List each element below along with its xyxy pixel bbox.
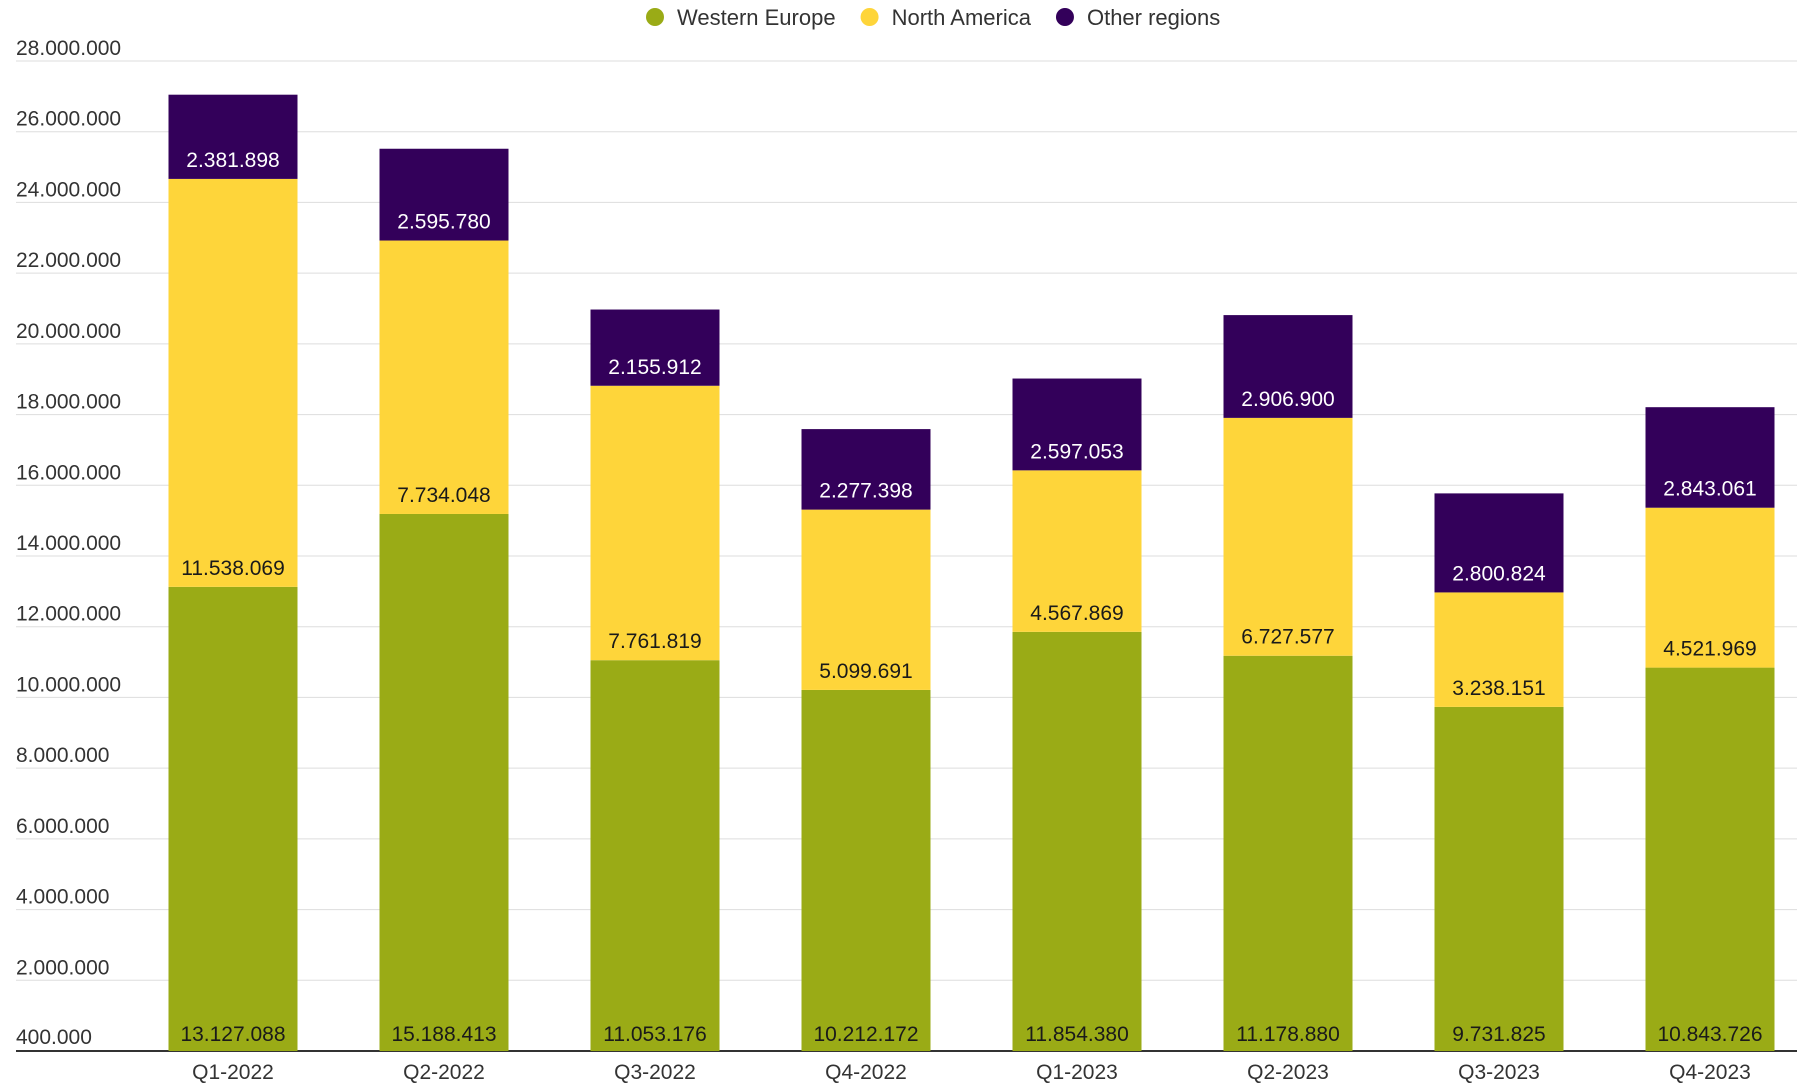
y-tick-label: 400.000 (16, 1026, 92, 1049)
legend-label: Western Europe (677, 5, 836, 30)
bar-north-america (379, 240, 509, 514)
y-tick-label: 28.000.000 (16, 37, 121, 60)
data-label: 2.381.898 (186, 149, 279, 172)
bar-north-america (1434, 592, 1564, 707)
data-label: 3.238.151 (1452, 677, 1545, 700)
bar-north-america (1645, 507, 1775, 668)
data-label: 2.155.912 (608, 356, 701, 379)
data-label: 13.127.088 (180, 1023, 285, 1046)
y-tick-label: 26.000.000 (16, 108, 121, 131)
data-label: 2.843.061 (1663, 478, 1756, 501)
bar-other-regions (168, 94, 298, 179)
x-tick-label: Q1-2023 (1036, 1061, 1118, 1084)
data-label: 2.597.053 (1030, 440, 1123, 463)
x-axis-ticks: Q1-2022 Q2-2022 Q3-2022 Q4-2022 Q1-2023 Q2-20… (192, 1061, 1751, 1084)
data-label: 11.178.880 (1236, 1023, 1340, 1046)
bar-western-europe (1012, 631, 1142, 1051)
data-label: 5.099.691 (819, 660, 912, 683)
x-tick-label: Q2-2023 (1247, 1061, 1329, 1084)
data-label: 4.567.869 (1030, 602, 1123, 625)
y-tick-label: 8.000.000 (16, 744, 109, 767)
data-label: 11.053.176 (603, 1023, 707, 1046)
data-labels: 13.127.088 11.538.069 2.381.898 15.188.413 7… (180, 149, 1762, 1046)
bar-western-europe (801, 689, 931, 1051)
x-tick-label: Q3-2023 (1458, 1061, 1540, 1084)
x-tick-label: Q4-2023 (1669, 1061, 1751, 1084)
x-tick-label: Q1-2022 (192, 1061, 274, 1084)
bar-western-europe (1223, 655, 1353, 1051)
legend-label: North America (892, 5, 1032, 30)
bar-other-regions (1012, 378, 1142, 471)
y-tick-label: 20.000.000 (16, 320, 121, 343)
bar-western-europe (1645, 667, 1775, 1051)
y-tick-label: 10.000.000 (16, 673, 121, 696)
bar-other-regions (1645, 407, 1775, 508)
legend-label: Other regions (1087, 5, 1220, 30)
data-label: 10.843.726 (1657, 1023, 1762, 1046)
data-label: 7.734.048 (397, 484, 490, 507)
bar-north-america (1012, 470, 1142, 632)
data-label: 10.212.172 (813, 1023, 918, 1046)
bar-north-america (168, 178, 298, 587)
bar-western-europe (379, 513, 509, 1051)
y-tick-label: 22.000.000 (16, 249, 121, 272)
data-label: 4.521.969 (1663, 638, 1756, 661)
bar-north-america (801, 509, 931, 690)
x-tick-label: Q4-2022 (825, 1061, 907, 1084)
bar-north-america (1223, 417, 1353, 656)
bar-other-regions (379, 148, 509, 241)
y-tick-label: 18.000.000 (16, 391, 121, 414)
data-label: 11.854.380 (1025, 1023, 1129, 1046)
y-axis-ticks: 400.000 2.000.000 4.000.000 6.000.000 8.000.… (16, 37, 121, 1049)
data-label: 7.761.819 (608, 630, 701, 653)
data-label: 6.727.577 (1241, 626, 1334, 649)
data-label: 11.538.069 (181, 557, 285, 580)
data-label: 15.188.413 (391, 1023, 496, 1046)
y-tick-label: 14.000.000 (16, 532, 121, 555)
data-label: 2.277.398 (819, 480, 912, 503)
bar-north-america (590, 385, 720, 661)
bar-other-regions (590, 309, 720, 386)
bar-other-regions (1223, 315, 1353, 418)
legend-swatch (860, 8, 879, 26)
bar-western-europe (1434, 706, 1564, 1051)
data-label: 2.800.824 (1452, 562, 1546, 585)
y-tick-label: 16.000.000 (16, 461, 121, 484)
x-tick-label: Q2-2022 (403, 1061, 485, 1084)
y-tick-label: 6.000.000 (16, 815, 109, 838)
y-tick-label: 12.000.000 (16, 603, 121, 626)
bar-other-regions (1434, 493, 1564, 593)
y-tick-label: 2.000.000 (16, 956, 109, 979)
y-tick-label: 24.000.000 (16, 178, 121, 201)
bar-other-regions (801, 429, 931, 510)
bar-western-europe (590, 660, 720, 1051)
data-label: 2.906.900 (1241, 388, 1334, 411)
bar-western-europe (168, 586, 298, 1051)
legend-swatch (646, 8, 664, 26)
bars (168, 94, 1775, 1051)
legend-swatch (1055, 8, 1074, 26)
data-label: 9.731.825 (1452, 1023, 1545, 1046)
y-tick-label: 4.000.000 (16, 886, 109, 909)
data-label: 2.595.780 (397, 211, 490, 234)
x-tick-label: Q3-2022 (614, 1061, 696, 1084)
legend: Western Europe North America Other regions (646, 5, 1220, 30)
